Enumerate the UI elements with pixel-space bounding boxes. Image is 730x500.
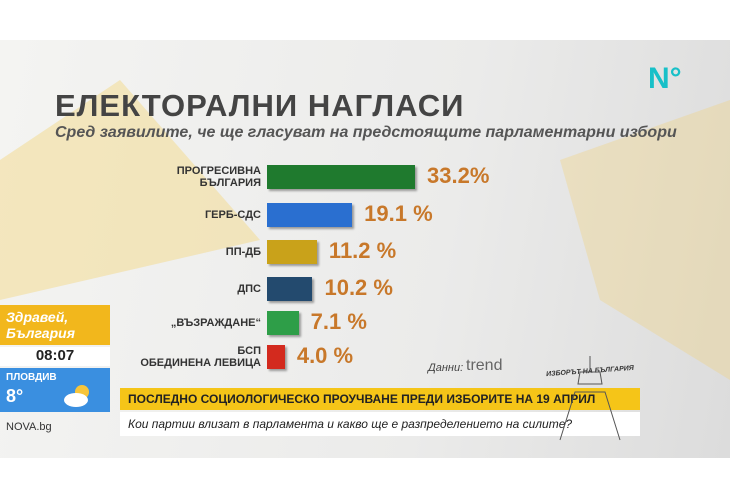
value-label: 4.0 %	[296, 343, 354, 368]
weather-icon	[64, 385, 89, 407]
source: trend	[466, 357, 503, 374]
value-label: 11.2 %	[328, 238, 397, 263]
bar	[267, 277, 313, 301]
chart-title: ЕЛЕКТОРАЛНИ НАГЛАСИ	[55, 88, 465, 123]
bar-label: „ВЪЗРАЖДАНЕ“	[170, 317, 261, 329]
value-label: 7.1 %	[310, 309, 367, 334]
weather-box: ПЛОВДИВ 8°	[0, 368, 110, 412]
bar	[267, 165, 415, 189]
background-shapes	[0, 80, 730, 380]
value-label: 10.2 %	[324, 275, 393, 300]
site: NOVA.bg	[6, 421, 52, 433]
bar-label: ДПС	[237, 283, 261, 295]
banner-question: Кои партии влизат в парламента и какво щ…	[120, 412, 640, 436]
channel-logo: N°	[648, 62, 682, 95]
source-label: Данни:	[428, 362, 464, 374]
show-name: Здравей, България	[0, 305, 110, 345]
bar-label: ГЕРБ-СДС	[204, 209, 261, 221]
city: ПЛОВДИВ	[6, 372, 57, 383]
bar	[267, 240, 317, 264]
bar	[267, 203, 353, 227]
bar-label: ПРОГРЕСИВНА БЪЛГАРИЯ	[176, 165, 261, 189]
bar-label: БСП ОБЕДИНЕНА ЛЕВИЦА	[140, 345, 261, 369]
bar	[267, 311, 299, 335]
bar-label: ПП-ДБ	[225, 246, 261, 258]
bar	[267, 345, 285, 369]
banner-headline: ПОСЛЕДНО СОЦИОЛОГИЧЕСКО ПРОУЧВАНЕ ПРЕДИ …	[120, 388, 640, 410]
chart-subtitle: Сред заявилите, че ще гласуват на предст…	[55, 124, 677, 141]
clock: 08:07	[0, 347, 110, 366]
bar-chart: ПРОГРЕСИВНА БЪЛГАРИЯ 33.2% ГЕРБ-СДС 19.1 % П…	[140, 163, 490, 369]
value-label: 19.1 %	[364, 201, 433, 226]
temperature: 8°	[6, 386, 24, 406]
value-label: 33.2%	[427, 163, 490, 188]
brand-building	[559, 356, 621, 441]
